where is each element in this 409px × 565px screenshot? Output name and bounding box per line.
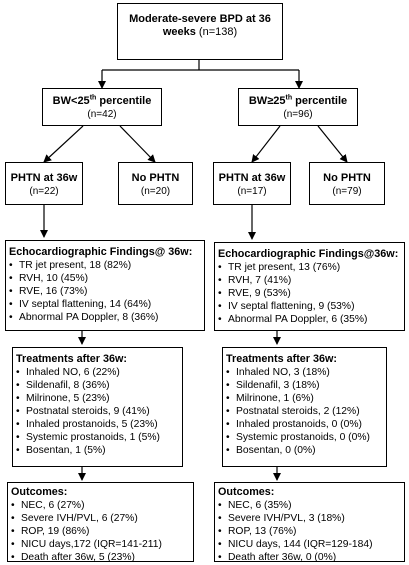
list-item: NICU days,172 (IQR=141-211) <box>8 538 193 551</box>
left-phtn-label: PHTN at 36w <box>10 172 78 184</box>
left-group-n: (n=42) <box>87 109 117 120</box>
right-echo-box: Echocardiographic Findings@36w: TR jet p… <box>214 242 405 331</box>
list-item: Death after 36w, 5 (23%) <box>8 551 193 564</box>
list-item: RVE, 9 (53%) <box>215 287 404 300</box>
left-treatments-box: Treatments after 36w: Inhaled NO, 6 (22%… <box>12 347 183 467</box>
list-item: RVH, 10 (45%) <box>6 272 204 285</box>
list-item: RVH, 7 (41%) <box>215 274 404 287</box>
list-item: Inhaled NO, 3 (18%) <box>223 366 386 379</box>
left-treatments-list: Inhaled NO, 6 (22%) Sildenafil, 8 (36%) … <box>13 366 182 457</box>
right-group-box: BW≥25th percentile (n=96) <box>238 88 358 126</box>
top-n: (n=138) <box>198 26 238 38</box>
right-treatments-list: Inhaled NO, 3 (18%) Sildenafil, 3 (18%) … <box>223 366 386 457</box>
list-item: TR jet present, 13 (76%) <box>215 261 404 274</box>
left-nophtn-n: (n=20) <box>140 186 171 197</box>
left-nophtn-label: No PHTN <box>131 172 180 184</box>
list-item: NICU days, 144 (IQR=129-184) <box>215 538 404 551</box>
arrow-to-left-phtn <box>43 125 84 163</box>
left-group-box: BW<25th percentile (n=42) <box>42 88 162 126</box>
list-item: IV septal flattening, 14 (64%) <box>6 298 204 311</box>
list-item: Sildenafil, 8 (36%) <box>13 379 182 392</box>
list-item: Postnatal steroids, 9 (41%) <box>13 405 182 418</box>
left-outcomes-list: NEC, 6 (27%) Severe IVH/PVL, 6 (27%) ROP… <box>8 499 193 564</box>
list-item: NEC, 6 (27%) <box>8 499 193 512</box>
list-item: Severe IVH/PVL, 6 (27%) <box>8 512 193 525</box>
list-item: Milrinone, 5 (23%) <box>13 392 182 405</box>
list-item: Abnormal PA Doppler, 8 (36%) <box>6 311 204 324</box>
list-item: Severe IVH/PVL, 3 (18%) <box>215 512 404 525</box>
right-treatments-header: Treatments after 36w: <box>226 353 338 365</box>
right-group-n: (n=96) <box>283 109 313 120</box>
left-phtn-box: PHTN at 36w (n=22) <box>5 162 83 205</box>
right-outcomes-box: Outcomes: NEC, 6 (35%) Severe IVH/PVL, 3… <box>214 482 405 564</box>
left-echo-box: Echocardiographic Findings@ 36w: TR jet … <box>5 240 205 331</box>
list-item: Inhaled NO, 6 (22%) <box>13 366 182 379</box>
top-box: Moderate-severe BPD at 36 weeks (n=138) <box>117 3 283 60</box>
list-item: Abnormal PA Doppler, 6 (35%) <box>215 313 404 326</box>
right-nophtn-box: No PHTN (n=79) <box>309 162 385 205</box>
left-echo-header: Echocardiographic Findings@ 36w: <box>9 246 193 258</box>
arrow-to-right-phtn <box>251 125 281 163</box>
right-group-title: BW≥25th percentile <box>248 94 348 107</box>
right-echo-list: TR jet present, 13 (76%) RVH, 7 (41%) RV… <box>215 261 404 326</box>
right-phtn-n: (n=17) <box>237 186 267 197</box>
left-echo-list: TR jet present, 18 (82%) RVH, 10 (45%) R… <box>6 259 204 324</box>
list-item: Death after 36w, 0 (0%) <box>215 551 404 564</box>
list-item: IV septal flattening, 9 (53%) <box>215 300 404 313</box>
right-outcomes-list: NEC, 6 (35%) Severe IVH/PVL, 3 (18%) ROP… <box>215 499 404 564</box>
arrow-to-left-nophtn <box>119 125 156 163</box>
top-title-line2: weeks (n=138) <box>162 26 238 38</box>
list-item: TR jet present, 18 (82%) <box>6 259 204 272</box>
list-item: NEC, 6 (35%) <box>215 499 404 512</box>
right-phtn-box: PHTN at 36w (n=17) <box>213 162 291 205</box>
list-item: Inhaled prostanoids, 0 (0%) <box>223 418 386 431</box>
right-outcomes-header: Outcomes: <box>218 486 275 498</box>
list-item: Systemic prostanoids, 0 (0%) <box>223 431 386 444</box>
list-item: Sildenafil, 3 (18%) <box>223 379 386 392</box>
right-nophtn-label: No PHTN <box>323 172 371 184</box>
list-item: Inhaled prostanoids, 5 (23%) <box>13 418 182 431</box>
list-item: RVE, 16 (73%) <box>6 285 204 298</box>
right-echo-header: Echocardiographic Findings@36w: <box>218 248 399 260</box>
left-phtn-n: (n=22) <box>29 186 59 197</box>
list-item: Postnatal steroids, 2 (12%) <box>223 405 386 418</box>
list-item: Bosentan, 0 (0%) <box>223 444 386 457</box>
list-item: Bosentan, 1 (5%) <box>13 444 182 457</box>
arrow-to-right-nophtn <box>317 125 348 163</box>
list-item: ROP, 19 (86%) <box>8 525 193 538</box>
top-title-line1: Moderate-severe BPD at 36 <box>129 13 271 25</box>
left-treatments-header: Treatments after 36w: <box>16 353 128 365</box>
right-nophtn-n: (n=79) <box>332 186 362 197</box>
list-item: Systemic prostanoids, 1 (5%) <box>13 431 182 444</box>
left-outcomes-box: Outcomes: NEC, 6 (27%) Severe IVH/PVL, 6… <box>7 482 194 564</box>
right-treatments-box: Treatments after 36w: Inhaled NO, 3 (18%… <box>222 347 387 467</box>
right-phtn-label: PHTN at 36w <box>218 172 286 184</box>
list-item: Milrinone, 1 (6%) <box>223 392 386 405</box>
left-group-title: BW<25th percentile <box>52 94 152 107</box>
left-outcomes-header: Outcomes: <box>11 486 68 498</box>
list-item: ROP, 13 (76%) <box>215 525 404 538</box>
left-nophtn-box: No PHTN (n=20) <box>118 162 193 205</box>
